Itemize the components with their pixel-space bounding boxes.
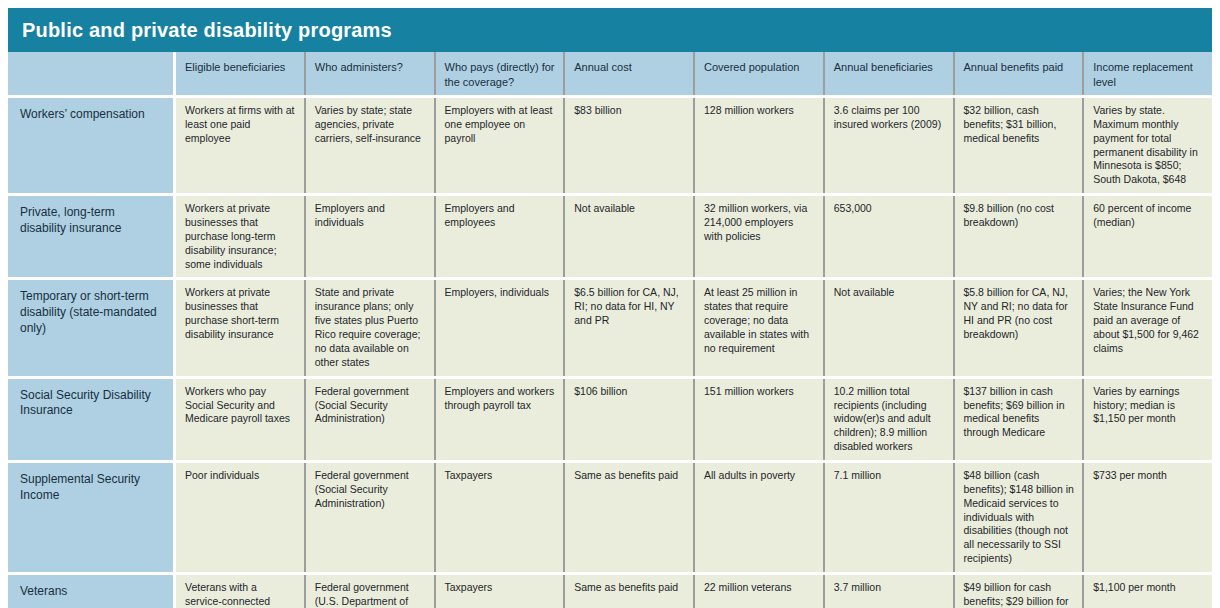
table-cell: State and private insurance plans; only … — [304, 280, 434, 375]
table-cell: Employers, individuals — [434, 280, 564, 375]
table-cell: 22 million veterans — [693, 575, 823, 608]
table-cell: $48 billion (cash benefits); $148 billio… — [953, 463, 1083, 572]
row-label-supplemental-security-income: Supplemental Security Income — [8, 463, 173, 572]
col-header-annual-beneficiaries: Annual beneficiaries — [823, 52, 953, 95]
row-label-social-security-disability-insurance: Social Security Disability Insurance — [8, 379, 173, 460]
table-title-bar: Public and private disability programs — [8, 8, 1212, 52]
table-row: Workers’ compensation Workers at firms w… — [8, 98, 1212, 193]
table-cell: 10.2 million total recipients (including… — [823, 379, 953, 460]
table-cell: 128 million workers — [693, 98, 823, 193]
table-row: Veterans Veterans with a service-connect… — [8, 575, 1212, 608]
row-label-private-long-term-disability: Private, long-term disability insurance — [8, 196, 173, 277]
table-row: Social Security Disability Insurance Wor… — [8, 379, 1212, 460]
col-header-annual-benefits-paid: Annual benefits paid — [953, 52, 1083, 95]
table-cell: $733 per month — [1082, 463, 1212, 572]
table-cell: Varies by state. Maximum monthly payment… — [1082, 98, 1212, 193]
table-cell: $6.5 billion for CA, NJ, RI; no data for… — [563, 280, 693, 375]
page-title: Public and private disability programs — [22, 19, 392, 42]
table-cell: $137 billion in cash benefits; $69 billi… — [953, 379, 1083, 460]
table-cell: Federal government (U.S. Department of V… — [304, 575, 434, 608]
table-row: Supplemental Security Income Poor indivi… — [8, 463, 1212, 572]
table-cell: Same as benefits paid — [563, 463, 693, 572]
table-cell: Workers at firms with at least one paid … — [176, 98, 304, 193]
table-cell: $32 billion, cash benefits; $31 billion,… — [953, 98, 1083, 193]
table-cell: 3.6 claims per 100 insured workers (2009… — [823, 98, 953, 193]
table-cell: Varies by state; state agencies, private… — [304, 98, 434, 193]
col-header-who-administers: Who administers? — [304, 52, 434, 95]
table-cell: All adults in poverty — [693, 463, 823, 572]
table-cell: $106 billion — [563, 379, 693, 460]
col-header-annual-cost: Annual cost — [563, 52, 693, 95]
table-cell: 3.7 million — [823, 575, 953, 608]
table-cell: Varies by earnings history; median is $1… — [1082, 379, 1212, 460]
table-cell: Employers and workers through payroll ta… — [434, 379, 564, 460]
table-cell: 32 million workers, via 214,000 employer… — [693, 196, 823, 277]
row-label-temporary-short-term-disability: Temporary or short-term disability (stat… — [8, 280, 173, 375]
table-header-row: Eligible beneficiaries Who administers? … — [8, 52, 1212, 95]
col-header-eligible-beneficiaries: Eligible beneficiaries — [176, 52, 304, 95]
table-cell: $83 billion — [563, 98, 693, 193]
table-cell: Varies; the New York State Insurance Fun… — [1082, 280, 1212, 375]
table-row: Private, long-term disability insurance … — [8, 196, 1212, 277]
table-cell: 151 million workers — [693, 379, 823, 460]
table-row: Temporary or short-term disability (stat… — [8, 280, 1212, 375]
col-header-who-pays: Who pays (directly) for the coverage? — [434, 52, 564, 95]
table-cell: Federal government (Social Security Admi… — [304, 379, 434, 460]
table-cell: 653,000 — [823, 196, 953, 277]
table-cell: Federal government (Social Security Admi… — [304, 463, 434, 572]
table-cell: Employers and employees — [434, 196, 564, 277]
table-cell: $1,100 per month — [1082, 575, 1212, 608]
table-cell: Not available — [563, 196, 693, 277]
table-cell: $9.8 billion (no cost breakdown) — [953, 196, 1083, 277]
table-cell: Taxpayers — [434, 463, 564, 572]
row-label-workers-compensation: Workers’ compensation — [8, 98, 173, 193]
table-cell: Employers and individuals — [304, 196, 434, 277]
col-header-income-replacement-level: Income replacement level — [1082, 52, 1212, 95]
table-cell: Workers at private businesses that purch… — [176, 196, 304, 277]
table-cell: Employers with at least one employee on … — [434, 98, 564, 193]
table-cell: At least 25 million in states that requi… — [693, 280, 823, 375]
table-cell: 7.1 million — [823, 463, 953, 572]
table-cell: Poor individuals — [176, 463, 304, 572]
table-cell: $49 billion for cash benefits; $29 billi… — [953, 575, 1083, 608]
table-cell: Taxpayers — [434, 575, 564, 608]
table-cell: 60 percent of income (median) — [1082, 196, 1212, 277]
table-cell: Workers who pay Social Security and Medi… — [176, 379, 304, 460]
row-label-veterans: Veterans — [8, 575, 173, 608]
page: Public and private disability programs E… — [0, 0, 1220, 608]
table-cell: Veterans with a service-connected disabi… — [176, 575, 304, 608]
table-cell: Same as benefits paid — [563, 575, 693, 608]
col-header-blank — [8, 52, 173, 95]
col-header-covered-population: Covered population — [693, 52, 823, 95]
table-cell: $5.8 billion for CA, NJ, NY and RI; no d… — [953, 280, 1083, 375]
table-cell: Not available — [823, 280, 953, 375]
table-cell: Workers at private businesses that purch… — [176, 280, 304, 375]
